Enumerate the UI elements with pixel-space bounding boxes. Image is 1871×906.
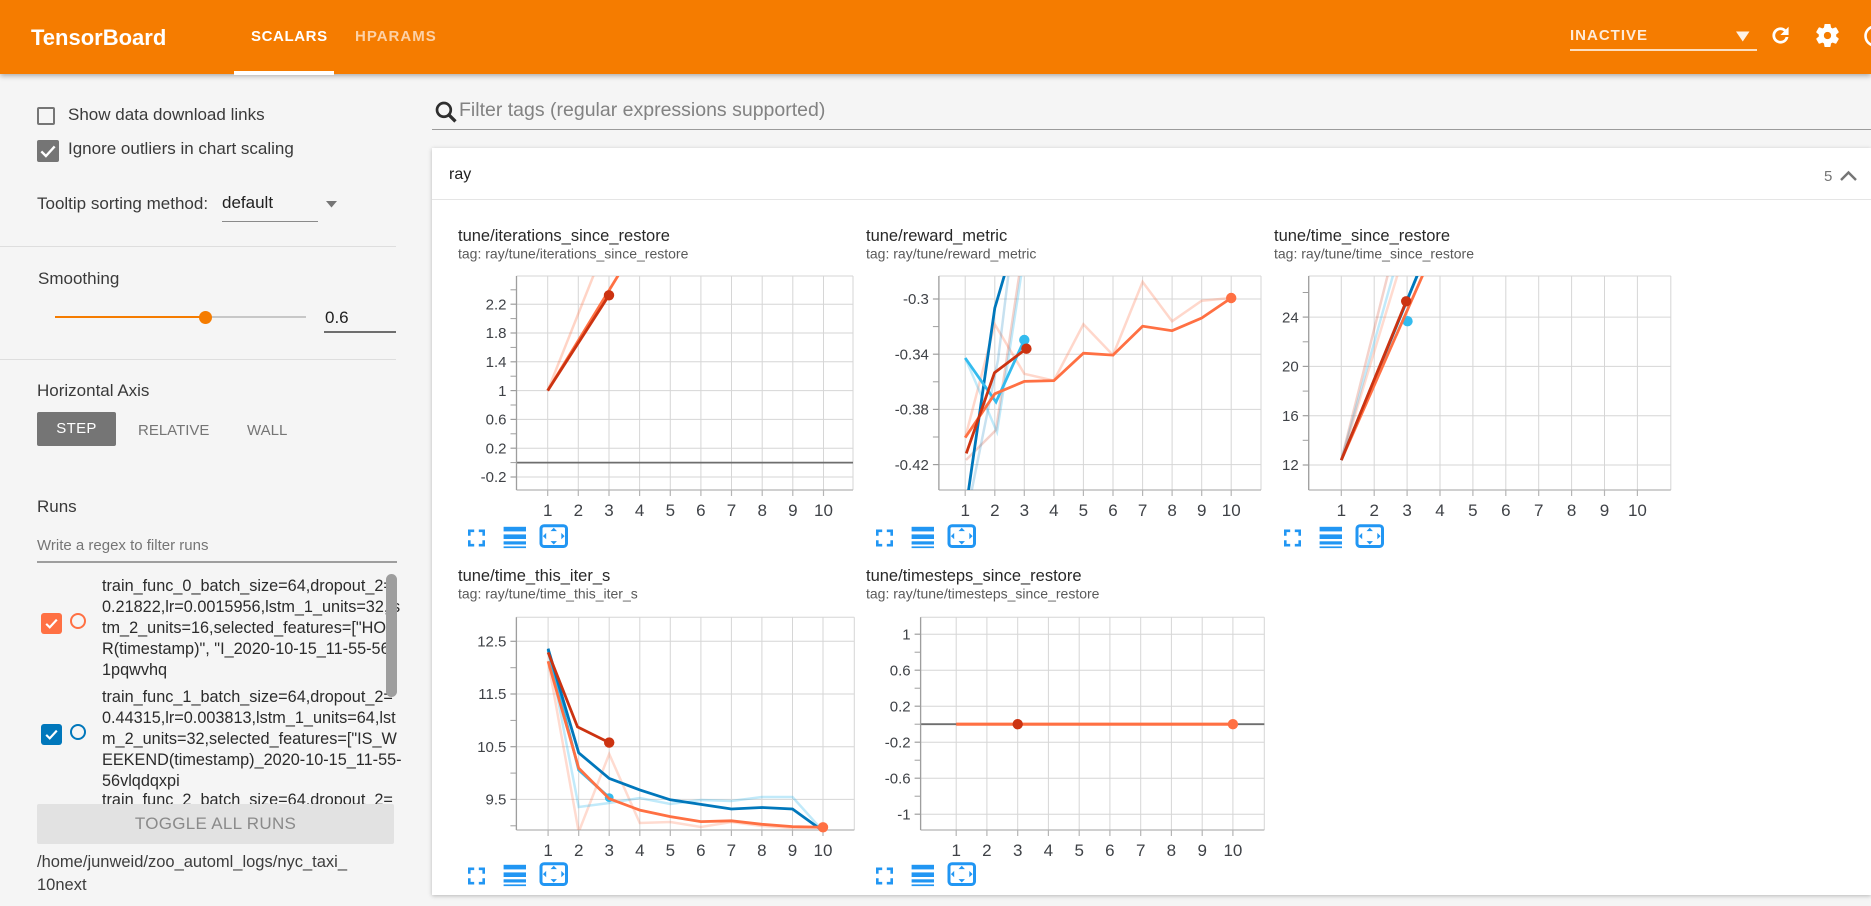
svg-text:7: 7 bbox=[727, 841, 736, 860]
svg-text:tag: ray/tune/timesteps_since_: tag: ray/tune/timesteps_since_restore bbox=[866, 586, 1100, 602]
svg-text:8: 8 bbox=[1567, 501, 1576, 520]
svg-text:tune/time_this_iter_s: tune/time_this_iter_s bbox=[458, 567, 610, 585]
svg-text:1: 1 bbox=[1337, 501, 1346, 520]
svg-text:12.5: 12.5 bbox=[477, 634, 506, 651]
svg-text:12: 12 bbox=[1282, 457, 1299, 474]
svg-text:8: 8 bbox=[757, 501, 766, 520]
svg-text:tune/iterations_since_restore: tune/iterations_since_restore bbox=[458, 227, 670, 245]
svg-text:3: 3 bbox=[1020, 501, 1029, 520]
svg-text:6: 6 bbox=[1105, 841, 1114, 860]
svg-text:4: 4 bbox=[635, 841, 644, 860]
svg-text:7: 7 bbox=[727, 501, 736, 520]
svg-text:3: 3 bbox=[1013, 841, 1022, 860]
svg-text:tune/timesteps_since_restore: tune/timesteps_since_restore bbox=[866, 567, 1082, 585]
svg-text:8: 8 bbox=[757, 841, 766, 860]
svg-text:2: 2 bbox=[574, 501, 583, 520]
svg-text:9.5: 9.5 bbox=[486, 792, 507, 809]
svg-text:-0.2: -0.2 bbox=[885, 734, 911, 751]
svg-text:9: 9 bbox=[788, 501, 797, 520]
svg-text:1: 1 bbox=[498, 383, 506, 400]
svg-text:1.4: 1.4 bbox=[486, 354, 507, 371]
svg-text:0.2: 0.2 bbox=[890, 698, 911, 715]
svg-text:0.6: 0.6 bbox=[486, 412, 507, 429]
svg-text:7: 7 bbox=[1534, 501, 1543, 520]
svg-text:-0.6: -0.6 bbox=[885, 770, 911, 787]
svg-text:8: 8 bbox=[1167, 501, 1176, 520]
svg-text:16: 16 bbox=[1282, 408, 1299, 425]
svg-text:5: 5 bbox=[1468, 501, 1477, 520]
svg-text:1: 1 bbox=[543, 841, 552, 860]
svg-text:tag: ray/tune/time_this_iter_s: tag: ray/tune/time_this_iter_s bbox=[458, 586, 638, 602]
svg-text:1.8: 1.8 bbox=[486, 325, 507, 342]
svg-text:6: 6 bbox=[696, 501, 705, 520]
svg-text:10.5: 10.5 bbox=[477, 739, 506, 756]
svg-text:3: 3 bbox=[604, 501, 613, 520]
svg-text:24: 24 bbox=[1282, 309, 1299, 326]
svg-text:10: 10 bbox=[1223, 841, 1242, 860]
svg-text:1: 1 bbox=[902, 626, 910, 643]
svg-text:9: 9 bbox=[1600, 501, 1609, 520]
svg-text:4: 4 bbox=[1435, 501, 1444, 520]
svg-text:4: 4 bbox=[1049, 501, 1058, 520]
svg-text:3: 3 bbox=[1402, 501, 1411, 520]
svg-text:6: 6 bbox=[696, 841, 705, 860]
svg-text:1: 1 bbox=[960, 501, 969, 520]
svg-text:-0.38: -0.38 bbox=[895, 402, 929, 419]
svg-text:5: 5 bbox=[666, 501, 675, 520]
svg-text:tag: ray/tune/reward_metric: tag: ray/tune/reward_metric bbox=[866, 246, 1036, 262]
svg-text:9: 9 bbox=[1197, 841, 1206, 860]
svg-text:9: 9 bbox=[788, 841, 797, 860]
svg-text:-0.2: -0.2 bbox=[481, 469, 507, 486]
svg-text:0.6: 0.6 bbox=[890, 662, 911, 679]
svg-text:4: 4 bbox=[635, 501, 644, 520]
svg-text:11.5: 11.5 bbox=[478, 686, 506, 703]
svg-text:8: 8 bbox=[1167, 841, 1176, 860]
svg-text:10: 10 bbox=[814, 841, 833, 860]
svg-text:2.2: 2.2 bbox=[486, 296, 507, 313]
svg-text:tag: ray/tune/time_since_resto: tag: ray/tune/time_since_restore bbox=[1274, 246, 1474, 262]
svg-text:-1: -1 bbox=[897, 806, 910, 823]
svg-text:-0.34: -0.34 bbox=[895, 346, 929, 363]
svg-text:2: 2 bbox=[1369, 501, 1378, 520]
svg-text:5: 5 bbox=[1074, 841, 1083, 860]
svg-text:0.2: 0.2 bbox=[486, 440, 507, 457]
svg-text:tune/time_since_restore: tune/time_since_restore bbox=[1274, 227, 1450, 245]
svg-text:7: 7 bbox=[1138, 501, 1147, 520]
svg-text:-0.3: -0.3 bbox=[903, 291, 929, 308]
svg-text:tune/reward_metric: tune/reward_metric bbox=[866, 227, 1007, 245]
svg-text:6: 6 bbox=[1501, 501, 1510, 520]
svg-text:10: 10 bbox=[1222, 501, 1241, 520]
svg-text:10: 10 bbox=[814, 501, 833, 520]
svg-text:4: 4 bbox=[1044, 841, 1053, 860]
svg-text:2: 2 bbox=[574, 841, 583, 860]
svg-text:7: 7 bbox=[1136, 841, 1145, 860]
svg-text:2: 2 bbox=[982, 841, 991, 860]
svg-text:10: 10 bbox=[1628, 501, 1647, 520]
svg-text:2: 2 bbox=[990, 501, 999, 520]
svg-text:3: 3 bbox=[604, 841, 613, 860]
svg-text:9: 9 bbox=[1197, 501, 1206, 520]
svg-text:1: 1 bbox=[543, 501, 552, 520]
svg-text:tag: ray/tune/iterations_since: tag: ray/tune/iterations_since_restore bbox=[458, 246, 689, 262]
svg-text:5: 5 bbox=[666, 841, 675, 860]
svg-text:-0.42: -0.42 bbox=[895, 457, 929, 474]
svg-text:5: 5 bbox=[1079, 501, 1088, 520]
svg-text:1: 1 bbox=[951, 841, 960, 860]
svg-text:6: 6 bbox=[1108, 501, 1117, 520]
svg-text:20: 20 bbox=[1282, 359, 1299, 376]
